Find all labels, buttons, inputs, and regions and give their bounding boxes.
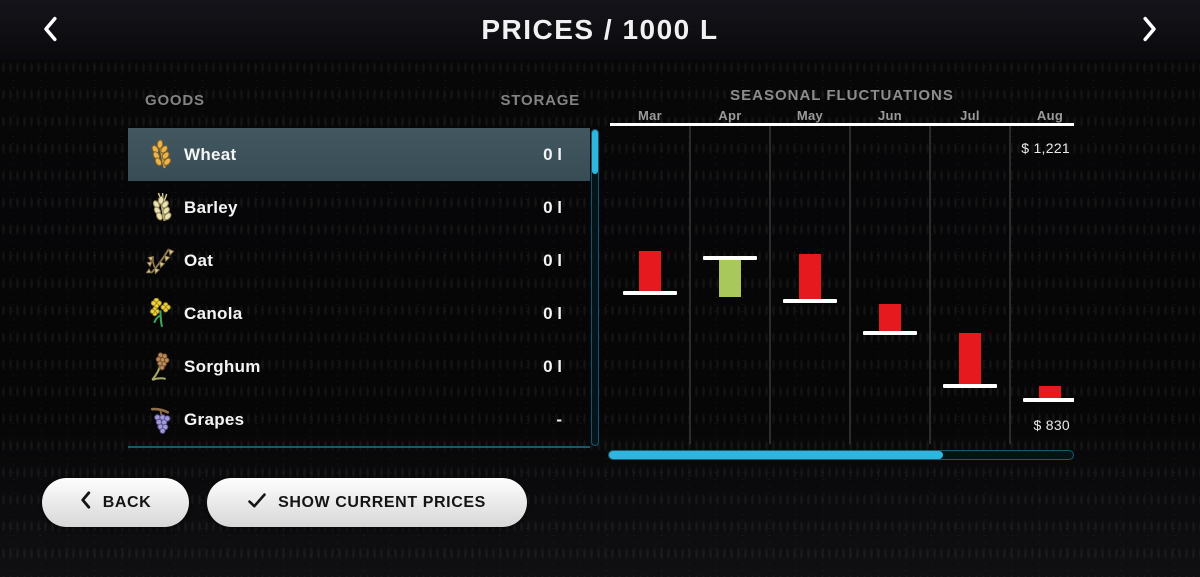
chart-scrollbar[interactable] [608,450,1074,460]
canola-icon [145,298,175,330]
goods-storage-value: 0 l [543,356,562,376]
chart-bar-may [799,254,821,299]
chart-column-separator [929,126,931,444]
goods-storage-value: 0 l [543,250,562,270]
oat-icon [145,245,175,277]
goods-list-bottom-border [128,446,590,448]
chart-title: SEASONAL FLUCTUATIONS [730,87,954,104]
goods-storage-value: - [556,409,562,429]
chevron-right-icon [1142,16,1158,45]
goods-name: Grapes [184,409,245,429]
chart-baseline-jul [943,383,997,388]
barley-icon [145,192,175,224]
chart-column-separator [769,126,771,444]
goods-scrollbar-thumb[interactable] [592,130,598,175]
goods-row-grapes[interactable]: Grapes - [128,393,590,446]
back-button-label: BACK [102,493,152,511]
chart-month-label-aug: Aug [1036,108,1064,123]
goods-row-barley[interactable]: Barley 0 l [128,181,590,234]
chevron-left-icon [80,491,91,514]
goods-row-oat[interactable]: Oat 0 l [128,234,590,287]
chart-column-separator [1009,126,1011,444]
chart-column-separator [849,126,851,444]
chart-bar-aug [1039,385,1061,399]
grapes-icon [145,404,175,436]
chart-month-label-jul: Jul [960,108,980,123]
chart-baseline-aug [1023,398,1074,403]
goods-column-header: GOODS [145,92,205,109]
checkmark-icon [248,492,266,513]
goods-row-canola[interactable]: Canola 0 l [128,287,590,340]
goods-storage-value: 0 l [543,197,562,217]
chart-plot [610,126,1074,444]
goods-row-wheat[interactable]: Wheat 0 l [128,128,590,181]
sorghum-icon [145,351,175,383]
chart-baseline-apr [703,255,757,260]
next-page-button[interactable] [1130,10,1170,50]
chart-bar-mar [639,250,661,292]
chart-month-label-may: May [796,108,824,123]
chart-scrollbar-thumb[interactable] [609,451,944,459]
show-current-prices-button[interactable]: SHOW CURRENT PRICES [207,478,527,527]
goods-scrollbar[interactable] [591,129,599,446]
chart-baseline-jun [863,330,917,335]
chart-month-label-apr: Apr [718,108,742,123]
goods-row-sorghum[interactable]: Sorghum 0 l [128,340,590,393]
chart-axis-line [610,123,1074,126]
price-max-label: $ 1,221 [1021,140,1070,156]
chart-month-label-mar: Mar [637,108,663,123]
chart-baseline-mar [623,291,677,296]
page-title: PRICES / 1000 L [481,14,719,45]
chart-bar-jul [959,332,981,384]
goods-name: Barley [184,197,238,217]
prev-page-button[interactable] [30,10,70,50]
goods-name: Canola [184,303,243,323]
back-button[interactable]: BACK [42,478,189,527]
chevron-left-icon [42,16,58,45]
goods-name: Oat [184,250,214,270]
goods-list: Wheat 0 l [128,128,590,446]
chart-month-label-jun: Jun [877,108,902,123]
chart-bar-jun [879,304,901,331]
goods-name: Wheat [184,144,237,164]
chart-months-row: Mar Apr May Jun Jul Aug [610,108,1074,124]
chart-column-separator [689,126,691,444]
chart-bar-apr [719,259,741,297]
wheat-icon [145,139,175,171]
show-current-prices-label: SHOW CURRENT PRICES [278,493,486,511]
goods-storage-value: 0 l [543,144,562,164]
goods-storage-value: 0 l [543,303,562,323]
storage-column-header: STORAGE [500,92,580,109]
title-bar: PRICES / 1000 L [0,0,1200,60]
chart-baseline-may [783,298,837,303]
goods-column-headers: GOODS STORAGE [128,92,590,109]
goods-name: Sorghum [184,356,261,376]
price-min-label: $ 830 [1033,417,1070,433]
